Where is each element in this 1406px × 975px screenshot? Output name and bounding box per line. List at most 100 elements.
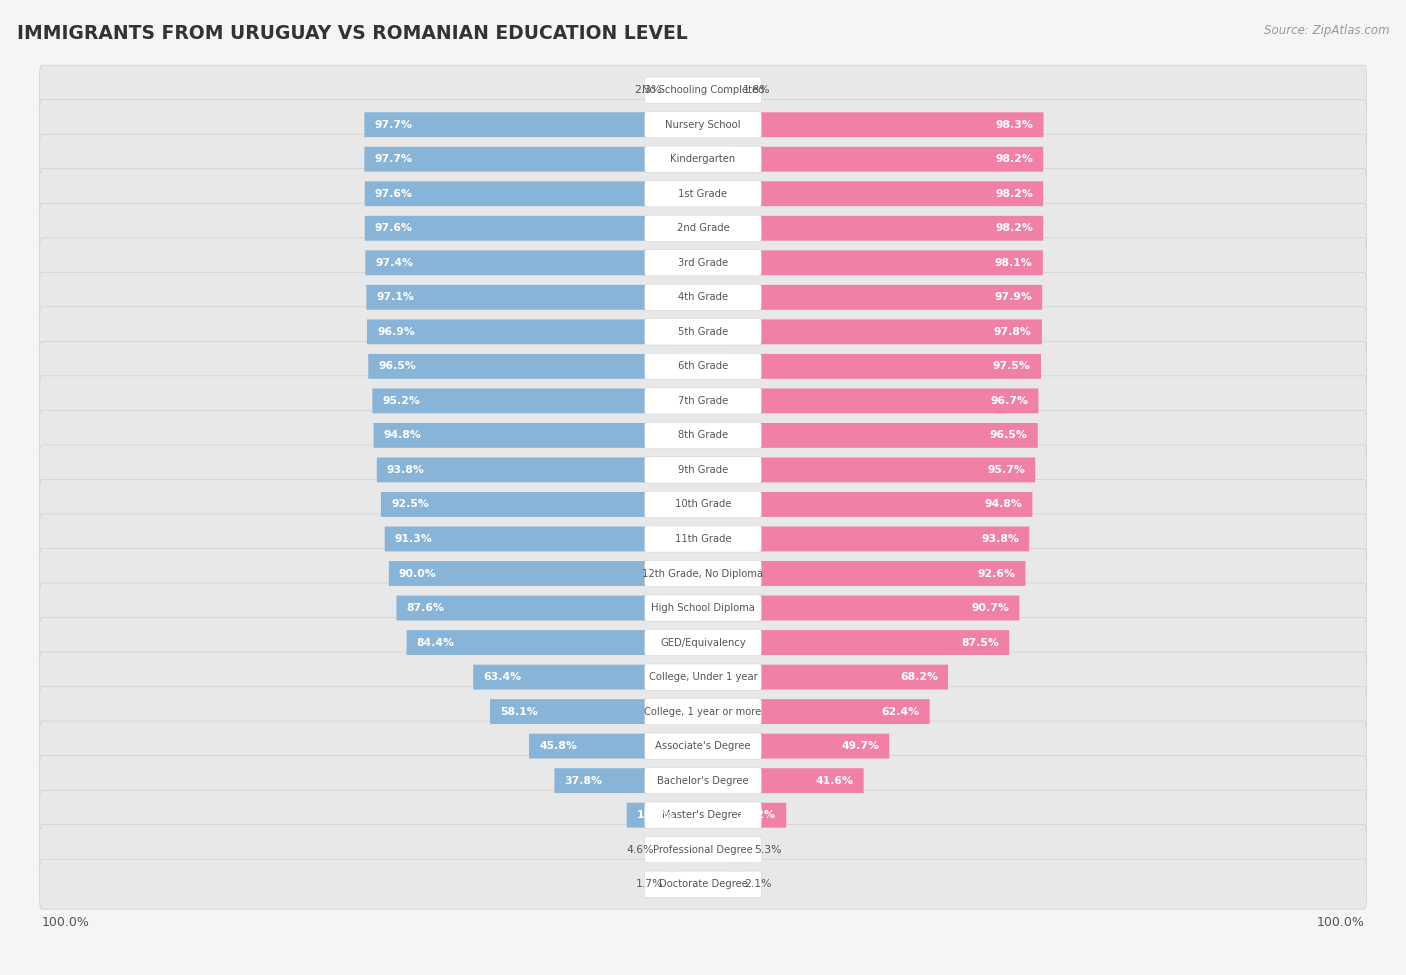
- Text: 97.6%: 97.6%: [375, 223, 413, 233]
- Text: 94.8%: 94.8%: [984, 499, 1022, 510]
- FancyBboxPatch shape: [644, 802, 762, 829]
- Text: 1.7%: 1.7%: [636, 879, 664, 889]
- FancyBboxPatch shape: [39, 272, 1367, 323]
- FancyBboxPatch shape: [389, 561, 675, 586]
- Text: Associate's Degree: Associate's Degree: [655, 741, 751, 751]
- Text: 97.6%: 97.6%: [375, 189, 413, 199]
- FancyBboxPatch shape: [367, 285, 675, 310]
- FancyBboxPatch shape: [731, 665, 948, 689]
- FancyBboxPatch shape: [373, 388, 675, 413]
- FancyBboxPatch shape: [377, 457, 675, 483]
- Text: 17.2%: 17.2%: [738, 810, 776, 820]
- Text: 97.1%: 97.1%: [377, 292, 415, 302]
- FancyBboxPatch shape: [731, 596, 1019, 620]
- FancyBboxPatch shape: [644, 284, 762, 310]
- FancyBboxPatch shape: [627, 802, 675, 828]
- Text: 37.8%: 37.8%: [565, 776, 603, 786]
- Text: No Schooling Completed: No Schooling Completed: [641, 85, 765, 96]
- FancyBboxPatch shape: [644, 77, 762, 103]
- FancyBboxPatch shape: [367, 320, 675, 344]
- FancyBboxPatch shape: [39, 756, 1367, 805]
- FancyBboxPatch shape: [39, 65, 1367, 115]
- FancyBboxPatch shape: [644, 837, 762, 863]
- FancyBboxPatch shape: [381, 492, 675, 517]
- Text: 3rd Grade: 3rd Grade: [678, 257, 728, 268]
- FancyBboxPatch shape: [364, 112, 675, 137]
- Text: 97.8%: 97.8%: [994, 327, 1032, 336]
- Text: 98.1%: 98.1%: [995, 257, 1033, 268]
- Text: 92.5%: 92.5%: [391, 499, 429, 510]
- FancyBboxPatch shape: [39, 722, 1367, 771]
- Text: 97.5%: 97.5%: [993, 362, 1031, 371]
- Text: 5.3%: 5.3%: [754, 844, 782, 855]
- FancyBboxPatch shape: [669, 872, 675, 897]
- Text: 87.6%: 87.6%: [406, 603, 444, 613]
- FancyBboxPatch shape: [731, 354, 1040, 379]
- FancyBboxPatch shape: [666, 78, 675, 102]
- Text: Nursery School: Nursery School: [665, 120, 741, 130]
- FancyBboxPatch shape: [385, 526, 675, 552]
- FancyBboxPatch shape: [39, 203, 1367, 254]
- FancyBboxPatch shape: [396, 596, 675, 620]
- FancyBboxPatch shape: [731, 320, 1042, 344]
- FancyBboxPatch shape: [644, 388, 762, 414]
- FancyBboxPatch shape: [644, 422, 762, 449]
- Text: 45.8%: 45.8%: [538, 741, 576, 751]
- FancyBboxPatch shape: [644, 319, 762, 345]
- Text: College, 1 year or more: College, 1 year or more: [644, 707, 762, 717]
- FancyBboxPatch shape: [731, 78, 737, 102]
- Text: 93.8%: 93.8%: [387, 465, 425, 475]
- FancyBboxPatch shape: [731, 630, 1010, 655]
- FancyBboxPatch shape: [39, 410, 1367, 460]
- Text: College, Under 1 year: College, Under 1 year: [648, 672, 758, 682]
- Text: 100.0%: 100.0%: [1316, 916, 1364, 929]
- Text: 62.4%: 62.4%: [882, 707, 920, 717]
- Text: Professional Degree: Professional Degree: [654, 844, 752, 855]
- Text: 84.4%: 84.4%: [416, 638, 454, 647]
- Text: 7th Grade: 7th Grade: [678, 396, 728, 406]
- Text: 96.5%: 96.5%: [990, 430, 1028, 441]
- FancyBboxPatch shape: [364, 215, 675, 241]
- Text: Doctorate Degree: Doctorate Degree: [658, 879, 748, 889]
- Text: 98.2%: 98.2%: [995, 189, 1033, 199]
- Text: 96.5%: 96.5%: [378, 362, 416, 371]
- Text: 1st Grade: 1st Grade: [679, 189, 727, 199]
- FancyBboxPatch shape: [731, 768, 863, 793]
- FancyBboxPatch shape: [39, 375, 1367, 426]
- FancyBboxPatch shape: [644, 526, 762, 552]
- Text: 92.6%: 92.6%: [977, 568, 1015, 578]
- FancyBboxPatch shape: [644, 457, 762, 483]
- FancyBboxPatch shape: [731, 423, 1038, 448]
- Text: 98.2%: 98.2%: [995, 154, 1033, 164]
- FancyBboxPatch shape: [644, 595, 762, 621]
- Text: 90.7%: 90.7%: [972, 603, 1010, 613]
- FancyBboxPatch shape: [406, 630, 675, 655]
- FancyBboxPatch shape: [39, 583, 1367, 633]
- FancyBboxPatch shape: [731, 181, 1043, 206]
- Text: 1.8%: 1.8%: [742, 85, 770, 96]
- FancyBboxPatch shape: [731, 872, 738, 897]
- FancyBboxPatch shape: [644, 353, 762, 379]
- Text: 94.8%: 94.8%: [384, 430, 422, 441]
- FancyBboxPatch shape: [364, 147, 675, 172]
- Text: 100.0%: 100.0%: [42, 916, 90, 929]
- FancyBboxPatch shape: [731, 492, 1032, 517]
- Text: 2.1%: 2.1%: [744, 879, 772, 889]
- Text: GED/Equivalency: GED/Equivalency: [661, 638, 745, 647]
- FancyBboxPatch shape: [644, 698, 762, 724]
- Text: 95.7%: 95.7%: [987, 465, 1025, 475]
- FancyBboxPatch shape: [39, 617, 1367, 668]
- Text: Master's Degree: Master's Degree: [662, 810, 744, 820]
- Text: IMMIGRANTS FROM URUGUAY VS ROMANIAN EDUCATION LEVEL: IMMIGRANTS FROM URUGUAY VS ROMANIAN EDUC…: [17, 24, 688, 43]
- Text: 97.4%: 97.4%: [375, 257, 413, 268]
- FancyBboxPatch shape: [644, 664, 762, 690]
- FancyBboxPatch shape: [731, 112, 1043, 137]
- FancyBboxPatch shape: [644, 146, 762, 173]
- FancyBboxPatch shape: [39, 341, 1367, 391]
- FancyBboxPatch shape: [39, 445, 1367, 495]
- Text: 4th Grade: 4th Grade: [678, 292, 728, 302]
- Text: 90.0%: 90.0%: [399, 568, 437, 578]
- Text: Bachelor's Degree: Bachelor's Degree: [657, 776, 749, 786]
- FancyBboxPatch shape: [731, 734, 890, 759]
- FancyBboxPatch shape: [644, 491, 762, 518]
